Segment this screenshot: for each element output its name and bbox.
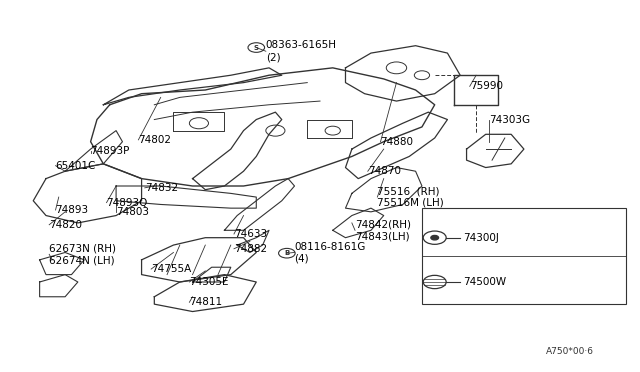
Text: 08363-6165H
(2): 08363-6165H (2)	[266, 41, 337, 62]
Text: 74303G: 74303G	[489, 115, 530, 125]
Text: 74880: 74880	[381, 137, 413, 147]
Text: 74633: 74633	[234, 229, 267, 239]
Text: 74803: 74803	[116, 207, 149, 217]
Text: B: B	[284, 250, 289, 256]
Text: 65401C: 65401C	[56, 161, 96, 171]
Text: A750*00·6: A750*00·6	[546, 347, 594, 356]
Text: 74893Q: 74893Q	[106, 198, 148, 208]
Text: 74832: 74832	[145, 183, 178, 193]
Circle shape	[431, 235, 438, 240]
Text: 74882: 74882	[234, 244, 267, 254]
Text: 62673N (RH)
62674N (LH): 62673N (RH) 62674N (LH)	[49, 244, 116, 265]
Text: 75516  (RH)
75516M (LH): 75516 (RH) 75516M (LH)	[378, 186, 444, 208]
Text: S: S	[254, 45, 259, 51]
FancyBboxPatch shape	[422, 208, 626, 304]
Text: 74870: 74870	[368, 166, 401, 176]
Text: 74802: 74802	[138, 135, 172, 145]
Text: 74755A: 74755A	[151, 264, 191, 274]
Text: 74842(RH)
74843(LH): 74842(RH) 74843(LH)	[355, 219, 411, 241]
Text: 74300J: 74300J	[463, 233, 499, 243]
Text: 74305E: 74305E	[189, 277, 229, 287]
Text: 74500W: 74500W	[463, 277, 506, 287]
Text: 74820: 74820	[49, 220, 82, 230]
Text: 74893: 74893	[56, 205, 89, 215]
Text: 74893P: 74893P	[91, 146, 130, 156]
Text: 74811: 74811	[189, 297, 223, 307]
Text: 75990: 75990	[470, 81, 503, 91]
Text: 08116-8161G
(4): 08116-8161G (4)	[294, 242, 366, 263]
